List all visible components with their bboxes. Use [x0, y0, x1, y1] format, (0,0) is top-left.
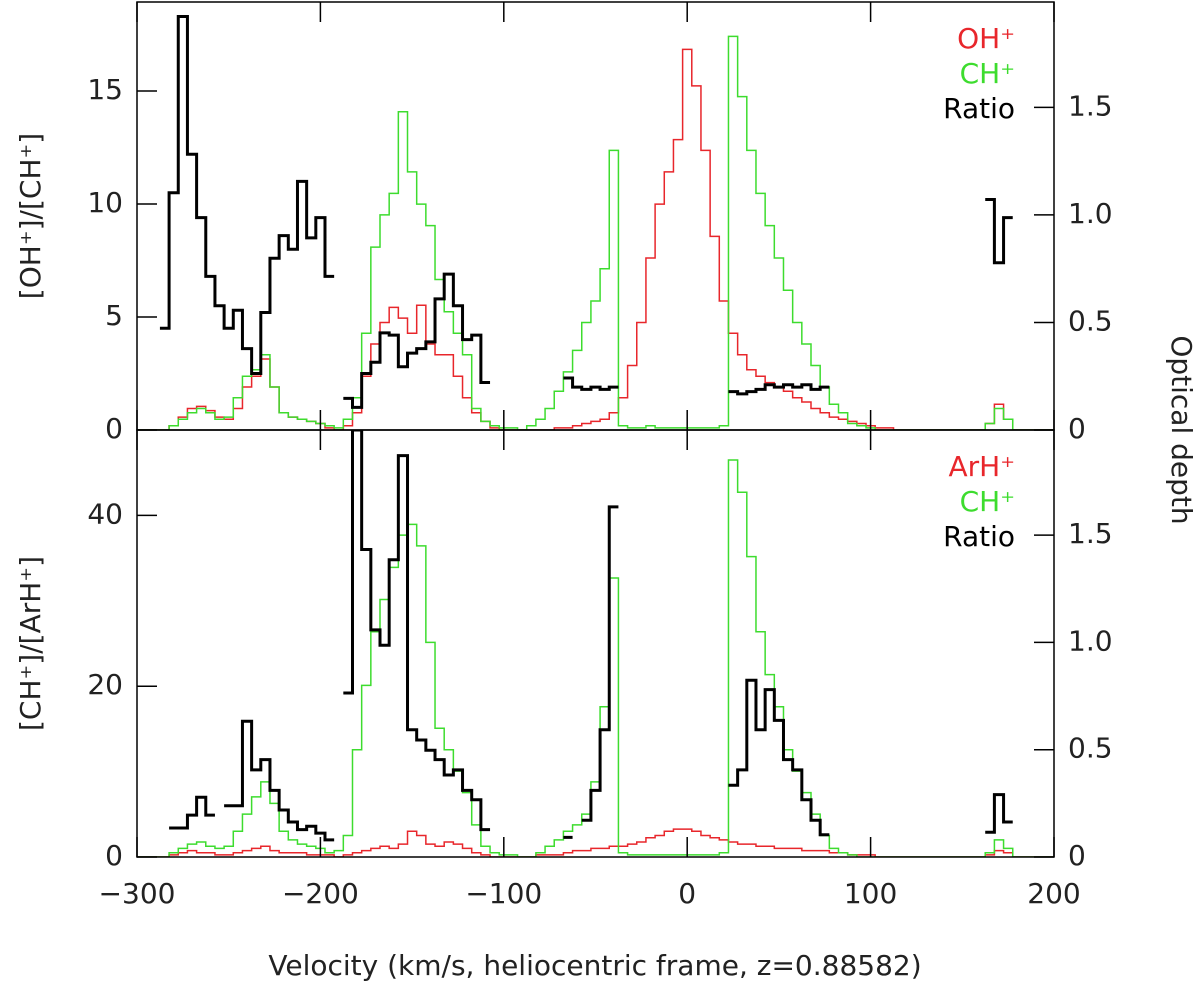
- y2-axis-label: Optical depth: [1165, 335, 1198, 524]
- step-line: [137, 48, 1054, 430]
- y2-tick-label: 1.0: [1068, 624, 1113, 657]
- y-tick-label: 10: [87, 186, 123, 219]
- y2-tick-label: 1.5: [1068, 89, 1113, 122]
- legend-label: CH⁺: [960, 485, 1015, 518]
- y2-tick-label: 0: [1068, 839, 1086, 872]
- plot-frame: [136, 429, 1055, 858]
- step-line: [137, 828, 1054, 857]
- x-tick-label: −300: [99, 877, 176, 910]
- y2-tick-label: 1.0: [1068, 197, 1113, 230]
- y-axis-label: [OH⁺]/[CH⁺]: [14, 133, 47, 299]
- y-tick-label: 0: [105, 839, 123, 872]
- y-tick-label: 0: [105, 412, 123, 445]
- legend-label: CH⁺: [960, 57, 1015, 90]
- legend-label: Ratio: [943, 520, 1015, 553]
- y-tick-label: 5: [105, 299, 123, 332]
- x-tick-label: −200: [282, 877, 359, 910]
- legend-label: Ratio: [943, 92, 1015, 125]
- legend-label: OH⁺: [957, 22, 1015, 55]
- x-tick-label: −100: [465, 877, 542, 910]
- plot-frame: [136, 1, 1055, 431]
- y-tick-label: 20: [87, 668, 123, 701]
- y2-tick-label: 0.5: [1068, 732, 1113, 765]
- y2-tick-label: 0.5: [1068, 304, 1113, 337]
- y-tick-label: 40: [87, 497, 123, 530]
- legend-label: ArH⁺: [949, 450, 1016, 483]
- step-line: [169, 430, 1013, 842]
- step-line: [137, 35, 1054, 430]
- x-tick-label: 100: [844, 877, 897, 910]
- step-line: [159, 14, 1013, 409]
- x-tick-label: 200: [1027, 877, 1080, 910]
- x-axis-label: Velocity (km/s, heliocentric frame, z=0.…: [268, 949, 921, 982]
- y2-tick-label: 1.5: [1068, 517, 1113, 550]
- x-tick-label: 0: [678, 877, 696, 910]
- y-axis-label: [CH⁺]/[ArH⁺]: [14, 556, 47, 731]
- y-tick-label: 15: [87, 73, 123, 106]
- y2-tick-label: 0: [1068, 412, 1086, 445]
- step-line: [137, 459, 1054, 857]
